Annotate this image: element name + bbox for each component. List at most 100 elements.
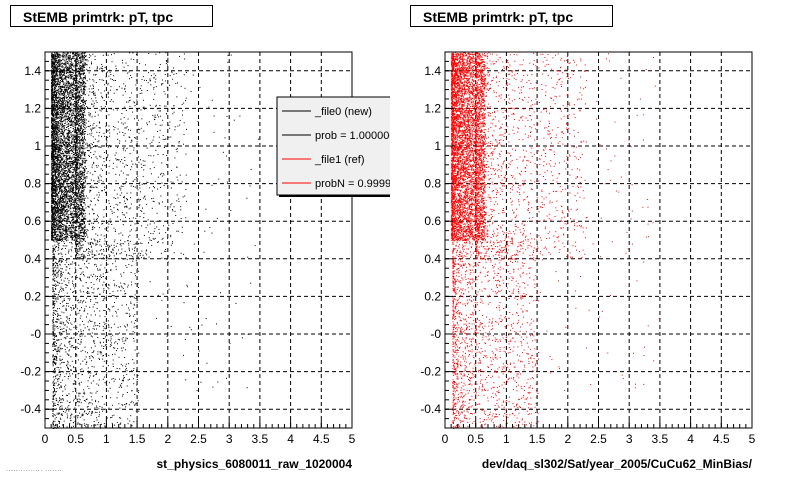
data-point [60,116,62,118]
data-point [62,56,64,58]
data-point [73,222,74,224]
data-point [73,57,75,59]
data-point [68,101,70,103]
data-point [58,101,60,102]
data-point [82,118,84,120]
data-point [63,91,65,93]
data-point [58,162,60,164]
data-point [82,92,84,94]
data-point [51,237,53,239]
data-point [79,79,81,81]
data-point [51,192,53,193]
data-point [56,110,58,112]
data-point [68,214,69,216]
data-point [57,192,59,194]
data-point [74,96,76,98]
data-point [83,202,85,204]
data-point [73,119,75,121]
data-point [75,161,77,162]
data-point [71,148,72,150]
data-point [57,118,59,120]
data-point [61,197,63,199]
data-point [81,189,83,191]
data-point [66,118,68,120]
data-point [63,194,65,196]
data-point [57,220,59,222]
data-point [52,210,54,211]
data-point [57,212,59,214]
data-point [80,74,81,76]
data-point [75,191,77,193]
data-point [71,200,73,202]
data-point [65,237,67,239]
data-point [76,82,78,84]
data-point [78,152,80,154]
data-point [84,159,86,161]
data-point [53,121,55,123]
data-point [77,148,79,150]
data-point [73,200,75,202]
data-point [62,172,64,174]
data-point [52,126,54,128]
data-point [58,88,60,90]
data-point [81,124,83,126]
data-point [74,235,76,237]
data-point [61,85,63,87]
data-point [65,180,67,182]
data-point [56,62,58,64]
data-point [63,87,65,89]
data-point [63,175,65,177]
data-point [56,166,58,168]
data-point [66,189,67,190]
data-point [81,232,83,234]
data-point [69,177,71,179]
data-point [59,108,60,110]
data-point [70,108,72,110]
data-point [59,54,61,56]
data-point [52,140,53,142]
data-point [73,84,75,86]
data-point [76,206,78,207]
data-point [84,232,86,233]
data-point [66,73,68,74]
data-point [80,178,82,180]
data-point [57,162,59,164]
data-point [67,118,69,120]
data-point [69,116,71,118]
data-point [59,221,61,223]
data-point [53,139,55,141]
data-point [55,237,57,239]
data-point [66,138,68,140]
data-point [78,106,80,108]
data-point [57,90,59,92]
data-point [61,183,63,185]
data-point [59,220,61,222]
data-point [72,162,74,164]
data-point [64,170,65,172]
data-point [51,180,53,182]
data-point [51,92,53,94]
data-point [58,136,60,138]
data-point [76,57,78,59]
data-point [72,75,74,77]
data-point [69,194,71,196]
data-point [78,159,80,161]
data-point [66,146,68,148]
data-point [63,92,65,94]
data-point [52,220,54,222]
data-point [77,155,79,156]
data-point [51,231,53,233]
data-point [52,92,54,94]
data-point [73,210,75,212]
data-point [77,82,79,84]
data-point [53,160,55,162]
data-point [60,181,62,183]
data-point [59,189,60,191]
data-point [73,83,75,85]
data-point [51,52,53,54]
data-point [67,111,69,113]
data-point [64,206,66,208]
data-point [53,82,55,84]
data-point [53,65,55,67]
data-point [64,72,66,74]
